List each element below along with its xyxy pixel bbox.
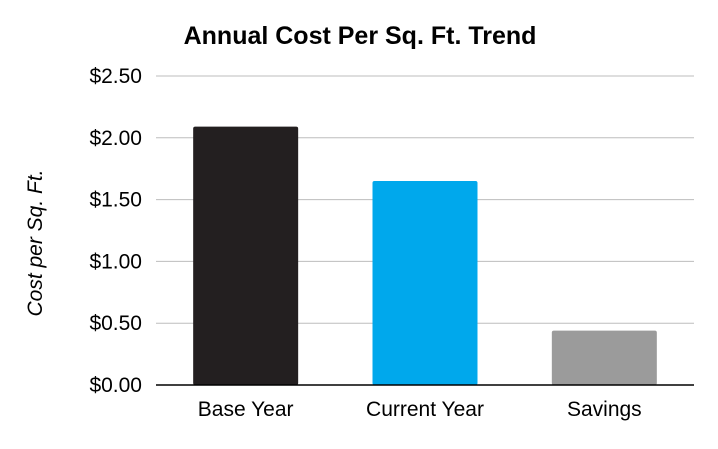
x-axis-labels: Base Year Current Year Savings xyxy=(198,398,642,421)
x-category-label: Current Year xyxy=(366,398,484,421)
y-tick-label: $2.50 xyxy=(89,65,142,88)
x-category-label: Savings xyxy=(567,398,642,421)
y-tick-label: $1.50 xyxy=(89,189,142,212)
x-category-label: Base Year xyxy=(198,398,294,421)
y-axis-title: Cost per Sq. Ft. xyxy=(24,169,47,316)
bars xyxy=(193,126,657,386)
y-tick-label: $0.50 xyxy=(89,312,142,335)
bar-base-year xyxy=(193,126,299,386)
chart-title: Annual Cost Per Sq. Ft. Trend xyxy=(184,22,537,50)
y-axis-ticks: $0.00 $0.50 $1.00 $1.50 $2.00 $2.50 xyxy=(89,65,142,397)
y-tick-label: $2.00 xyxy=(89,127,142,150)
bar-savings xyxy=(551,330,657,385)
bar-current-year xyxy=(372,181,478,385)
y-tick-label: $0.00 xyxy=(89,374,142,397)
y-tick-label: $1.00 xyxy=(89,250,142,273)
